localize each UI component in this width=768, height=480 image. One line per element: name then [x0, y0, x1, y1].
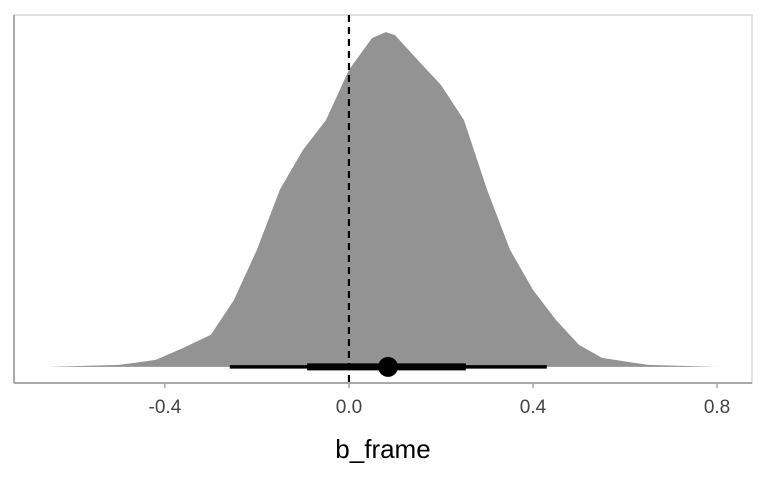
x-tick-label: 0.4 — [520, 397, 547, 418]
x-tick-label: 0.8 — [704, 397, 730, 418]
x-axis-label: b_frame — [335, 434, 430, 464]
x-tick-label: -0.4 — [149, 397, 182, 418]
point-estimate — [378, 356, 399, 377]
x-tick-label: 0.0 — [336, 397, 362, 418]
density-area — [48, 32, 718, 367]
